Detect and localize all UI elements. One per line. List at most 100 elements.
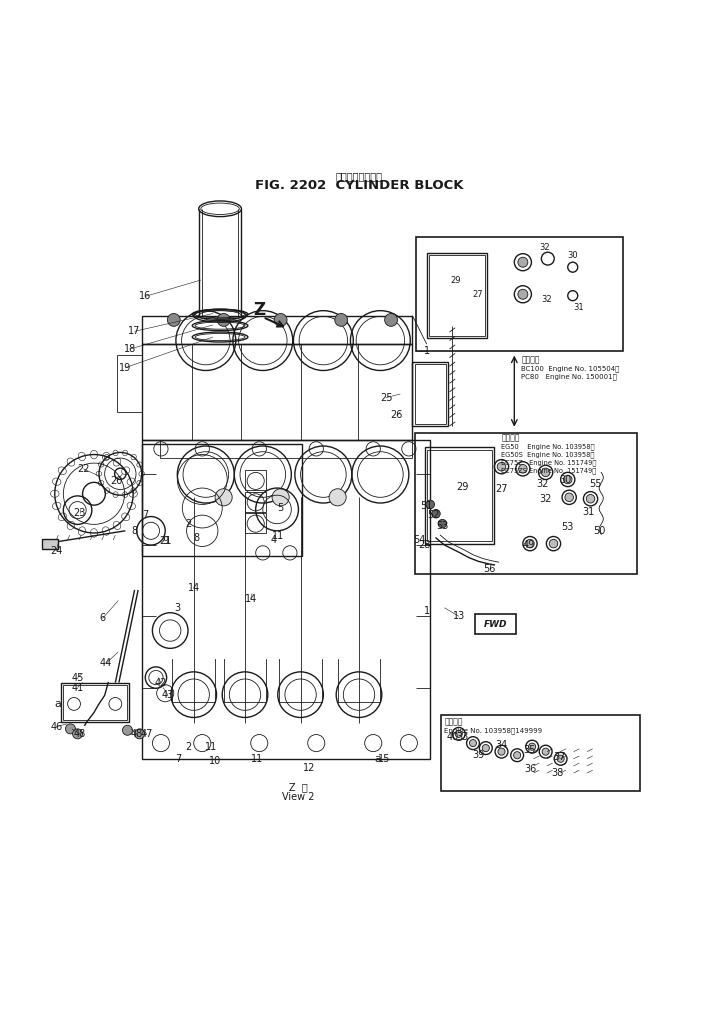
Text: 37: 37: [554, 753, 566, 762]
Text: 38: 38: [551, 768, 563, 778]
Text: 36: 36: [524, 764, 536, 774]
Text: 29: 29: [456, 482, 468, 492]
Text: 51: 51: [421, 501, 433, 511]
Text: 21: 21: [159, 536, 172, 547]
Circle shape: [518, 464, 527, 473]
Text: 35: 35: [524, 745, 536, 755]
Bar: [61, 683, 129, 721]
Text: a: a: [375, 754, 382, 764]
Text: 5: 5: [277, 503, 284, 513]
Text: BC100  Engine No. 105504～: BC100 Engine No. 105504～: [521, 365, 620, 372]
Circle shape: [565, 493, 574, 502]
Text: 24: 24: [50, 546, 62, 556]
Text: 1: 1: [424, 346, 430, 357]
Text: 30: 30: [567, 251, 578, 259]
Circle shape: [438, 519, 447, 528]
Bar: [42, 538, 57, 549]
Bar: [245, 513, 266, 533]
Bar: [63, 685, 127, 719]
Circle shape: [541, 468, 550, 477]
Bar: [416, 238, 623, 352]
Text: 32: 32: [539, 495, 552, 505]
Text: 14: 14: [245, 594, 257, 605]
Bar: [117, 355, 141, 411]
Circle shape: [470, 740, 477, 747]
Text: 48: 48: [74, 728, 86, 739]
Circle shape: [329, 489, 346, 506]
Bar: [141, 344, 412, 440]
Text: 34: 34: [495, 740, 508, 750]
Text: 32: 32: [539, 244, 549, 252]
Circle shape: [272, 489, 289, 506]
Text: 2: 2: [185, 519, 191, 528]
Text: 10: 10: [209, 756, 221, 766]
Text: 適用号機: 適用号機: [521, 356, 540, 365]
Text: 25: 25: [380, 392, 392, 402]
Text: 27: 27: [472, 290, 483, 299]
Text: 46: 46: [50, 721, 62, 732]
Circle shape: [498, 748, 505, 755]
Text: 18: 18: [123, 344, 136, 355]
Bar: [424, 447, 495, 544]
Circle shape: [432, 509, 440, 518]
Text: 53: 53: [436, 521, 449, 530]
Circle shape: [482, 745, 490, 752]
Circle shape: [134, 728, 144, 739]
Text: 40: 40: [447, 733, 460, 743]
Circle shape: [218, 314, 230, 326]
Text: 12: 12: [303, 763, 315, 773]
Text: 49: 49: [523, 541, 535, 550]
Circle shape: [123, 725, 132, 736]
Text: 22: 22: [77, 464, 90, 473]
Text: 28: 28: [419, 541, 431, 550]
Bar: [414, 433, 637, 574]
Text: 19: 19: [119, 363, 131, 373]
Text: 26: 26: [391, 410, 403, 421]
Text: 31: 31: [582, 507, 595, 516]
Text: 53: 53: [561, 522, 574, 532]
Circle shape: [455, 731, 462, 738]
Text: 9: 9: [162, 536, 168, 547]
Text: 45: 45: [71, 673, 84, 683]
Text: 23: 23: [73, 508, 86, 518]
Text: 31: 31: [573, 303, 584, 312]
Text: 56: 56: [483, 564, 495, 574]
Text: 11: 11: [271, 531, 284, 542]
Text: 17: 17: [129, 326, 141, 336]
Text: 27: 27: [495, 484, 508, 494]
Circle shape: [513, 752, 521, 759]
Text: 52: 52: [427, 510, 440, 520]
Text: 48: 48: [131, 728, 143, 739]
Text: 29: 29: [450, 275, 460, 284]
Circle shape: [526, 539, 534, 548]
Text: 8: 8: [131, 526, 138, 535]
Text: Z  視: Z 視: [289, 782, 308, 792]
Bar: [141, 440, 430, 759]
Text: 43: 43: [162, 691, 174, 700]
Bar: [141, 444, 302, 557]
Circle shape: [542, 748, 549, 755]
Text: 39: 39: [472, 750, 485, 760]
Text: 適用号機: 適用号機: [444, 717, 463, 726]
Circle shape: [385, 314, 398, 326]
Text: 6: 6: [100, 614, 106, 624]
Bar: [245, 470, 266, 490]
Text: 11: 11: [251, 754, 264, 764]
Text: 16: 16: [139, 292, 151, 302]
Circle shape: [335, 314, 348, 326]
Text: 1: 1: [424, 607, 430, 617]
Bar: [414, 364, 446, 424]
Text: 2: 2: [185, 742, 191, 752]
Text: 32: 32: [536, 480, 549, 490]
Text: EC75Z   Engine No. 151749～: EC75Z Engine No. 151749～: [501, 459, 597, 465]
Text: 41: 41: [72, 683, 84, 693]
Text: 55: 55: [589, 480, 602, 490]
Circle shape: [518, 257, 528, 267]
Circle shape: [587, 495, 595, 503]
Circle shape: [426, 500, 434, 509]
Text: シリンダブロック: シリンダブロック: [335, 171, 383, 181]
Text: Z: Z: [253, 301, 266, 319]
Text: EG50    Engine No. 103958～: EG50 Engine No. 103958～: [501, 443, 595, 450]
Bar: [159, 440, 412, 458]
Circle shape: [557, 755, 564, 762]
